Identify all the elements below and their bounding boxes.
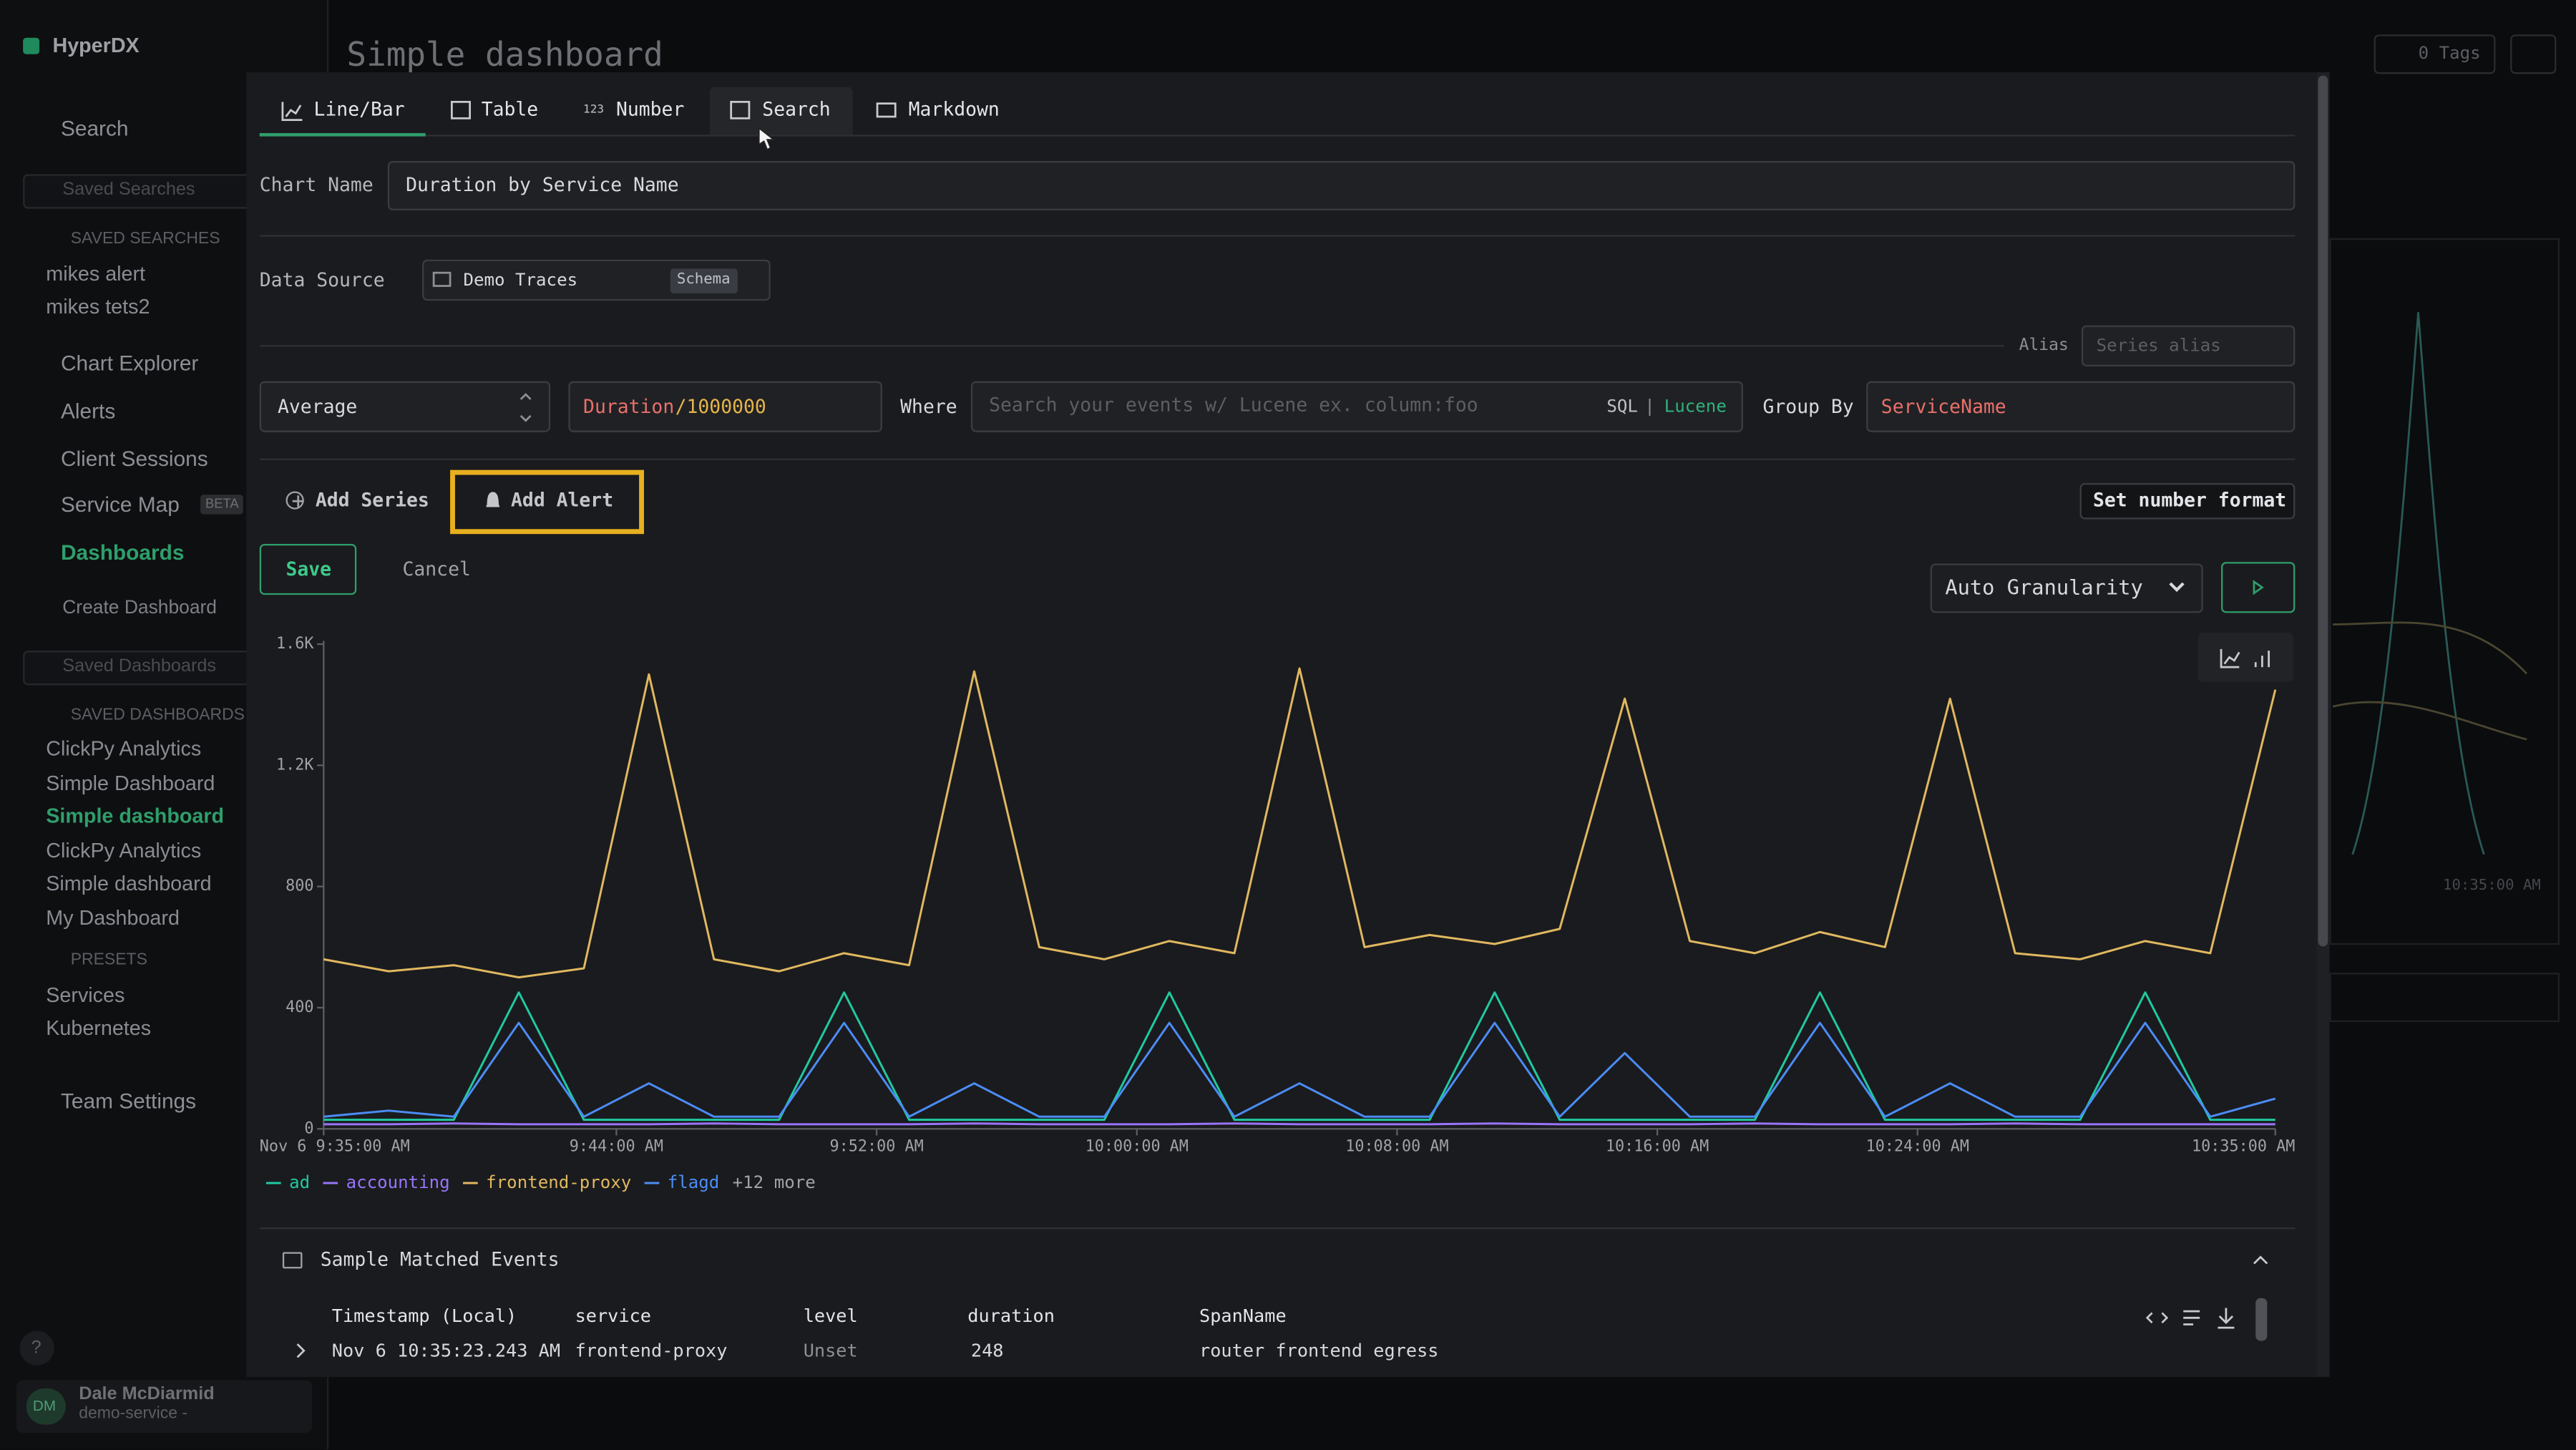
y-tick-label: 400 (286, 998, 313, 1016)
play-icon (2254, 582, 2262, 593)
series-line (323, 668, 2275, 978)
search-icon (731, 102, 749, 118)
legend-label[interactable]: frontend-proxy (486, 1172, 631, 1192)
x-tick-label: 9:44:00 AM (570, 1138, 663, 1156)
add-plus (293, 495, 304, 507)
y-tick-label: 1.2K (276, 756, 314, 774)
background-chart (2353, 312, 2484, 855)
background-chart (2333, 623, 2527, 739)
row-expand (298, 1344, 304, 1357)
x-tick-label: 10:08:00 AM (1345, 1138, 1448, 1156)
bar-toggle-icon (2255, 651, 2268, 667)
series-line (323, 1023, 2275, 1116)
select-chevron (521, 394, 531, 421)
legend-more[interactable]: +12 more (733, 1172, 816, 1192)
legend-label[interactable]: ad (289, 1172, 310, 1192)
line-toggle-icon (2221, 649, 2239, 667)
granularity-chevron (2170, 583, 2183, 590)
y-tick-label: 800 (286, 877, 313, 895)
x-tick-label: Nov 6 9:35:00 AM (260, 1138, 410, 1156)
x-tick-label: 10:00:00 AM (1085, 1138, 1189, 1156)
collapse-chevron (2254, 1257, 2267, 1263)
x-tick-label: 10:16:00 AM (1606, 1138, 1709, 1156)
x-tick-label: 9:52:00 AM (829, 1138, 923, 1156)
bell-icon (487, 493, 499, 506)
x-tick-label: 10:24:00 AM (1866, 1138, 1969, 1156)
line-icon (283, 102, 303, 120)
legend-label[interactable]: flagd (668, 1172, 720, 1192)
source-icon (434, 273, 450, 286)
x-tick-label: 10:35:00 AM (2192, 1138, 2295, 1156)
y-tick-label: 0 (304, 1119, 313, 1137)
decor (283, 102, 2527, 1357)
cursor (759, 128, 774, 150)
table-actions (2147, 1308, 2235, 1328)
y-tick-label: 1.6K (276, 635, 314, 653)
legend-label[interactable]: accounting (346, 1172, 450, 1192)
table-icon (452, 102, 469, 118)
markdown-icon (877, 104, 895, 117)
